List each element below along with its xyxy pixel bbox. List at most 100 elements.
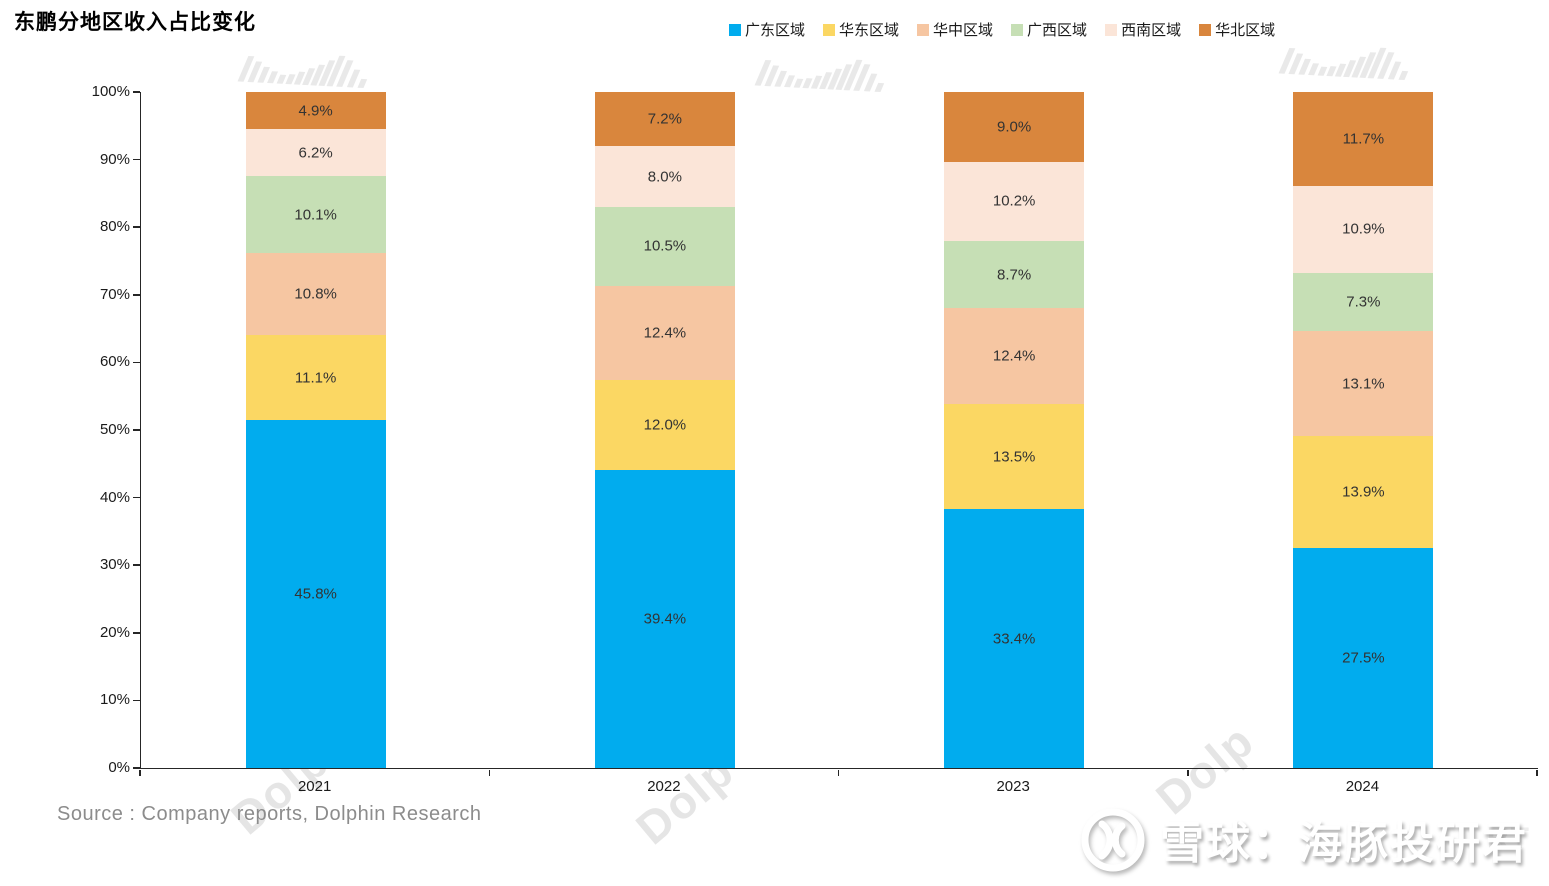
bar-segment xyxy=(594,92,735,147)
segment-value-label: 13.5% xyxy=(992,448,1036,466)
segment-value-label: 12.4% xyxy=(992,347,1036,365)
segment-value-label: 12.4% xyxy=(643,324,687,342)
y-axis-tick xyxy=(133,361,140,364)
segment-value-label: 8.0% xyxy=(647,168,682,186)
legend-swatch-icon xyxy=(729,23,741,36)
segment-value-label: 10.9% xyxy=(1342,220,1385,238)
x-axis-tick xyxy=(139,769,141,776)
legend-label: 西南区域 xyxy=(1121,22,1182,39)
segment-value-label: 9.0% xyxy=(997,118,1032,136)
bar-segment xyxy=(1293,92,1434,186)
bar-segment xyxy=(1293,547,1434,768)
y-axis-tick xyxy=(133,294,140,296)
source-note: Source : Company reports, Dolphin Resear… xyxy=(57,803,482,825)
y-tick-label: 70% xyxy=(99,285,130,303)
bar-segment xyxy=(1293,331,1434,437)
segment-value-label: 7.2% xyxy=(647,110,682,128)
bar-segment xyxy=(245,176,386,254)
segment-value-label: 33.4% xyxy=(992,630,1036,648)
legend-label: 华北区域 xyxy=(1215,22,1276,39)
segment-value-label: 11.7% xyxy=(1342,130,1385,148)
segment-value-label: 7.3% xyxy=(1346,293,1381,311)
legend-label: 广东区域 xyxy=(745,22,806,39)
legend-swatch-icon xyxy=(823,23,836,36)
bar-segment xyxy=(1293,436,1434,548)
x-tick-label: 2021 xyxy=(297,778,332,795)
x-axis-tick xyxy=(488,769,490,776)
legend-label: 华中区域 xyxy=(933,22,994,39)
y-axis-tick xyxy=(133,767,140,769)
dolphin-hatch-watermark xyxy=(237,51,369,89)
corner-watermark: RT xyxy=(1487,822,1531,855)
x-tick-label: 2022 xyxy=(647,778,681,795)
bar-segment xyxy=(245,335,386,420)
bar-segment xyxy=(594,470,735,768)
y-axis-tick xyxy=(133,496,140,499)
legend: 广东区域 华东区域 华中区域 广西区域 西南区域 华北区域 xyxy=(729,19,1275,40)
segment-value-label: 27.5% xyxy=(1342,649,1385,667)
legend-item: 华东区域 xyxy=(823,19,899,40)
legend-swatch-icon xyxy=(1199,23,1212,36)
hatch-stroke xyxy=(357,78,368,89)
brand-name: 雪球：海豚投研君 xyxy=(1160,819,1528,868)
bar-segment xyxy=(944,240,1085,309)
legend-swatch-icon xyxy=(1105,23,1118,36)
legend-label: 广西区域 xyxy=(1027,22,1088,39)
bar-segment xyxy=(594,379,735,471)
bar-segment xyxy=(245,129,386,177)
y-axis-tick xyxy=(133,91,140,93)
bar-segment xyxy=(944,308,1085,405)
bar-segment xyxy=(594,146,735,207)
legend-label: 华东区域 xyxy=(839,22,900,39)
x-tick-label: 2023 xyxy=(996,778,1030,795)
segment-value-label: 39.4% xyxy=(643,610,687,628)
legend-item: 广西区域 xyxy=(1011,19,1087,40)
legend-item: 华北区域 xyxy=(1199,19,1275,40)
segment-value-label: 13.1% xyxy=(1342,375,1385,393)
dolphin-hatch-watermark xyxy=(1278,43,1410,81)
bar-segment xyxy=(944,161,1085,241)
y-tick-label: 20% xyxy=(99,623,130,641)
bar-segment xyxy=(944,92,1085,162)
y-tick-label: 10% xyxy=(99,691,130,709)
segment-value-label: 6.2% xyxy=(298,144,333,162)
hatch-stroke xyxy=(874,82,885,93)
y-tick-label: 90% xyxy=(99,150,130,168)
segment-value-label: 11.1% xyxy=(294,369,337,387)
page-title: 东鹏分地区收入占比变化 xyxy=(14,10,256,34)
bar-segment xyxy=(1293,273,1434,332)
bar-segment xyxy=(1293,185,1434,273)
segment-value-label: 10.2% xyxy=(992,192,1036,210)
segment-value-label: 8.7% xyxy=(997,266,1032,284)
bar-segment xyxy=(944,404,1085,510)
legend-swatch-icon xyxy=(1011,23,1024,36)
segment-value-label: 10.5% xyxy=(643,237,687,255)
legend-swatch-icon xyxy=(917,23,930,36)
y-axis-tick xyxy=(133,429,140,431)
x-axis-tick xyxy=(1536,769,1538,776)
y-tick-label: 30% xyxy=(99,556,130,574)
segment-value-label: 13.9% xyxy=(1342,483,1385,501)
legend-item: 西南区域 xyxy=(1105,19,1181,40)
y-axis-tick xyxy=(133,226,140,228)
x-tick-label: 2024 xyxy=(1345,778,1380,795)
segment-value-label: 10.8% xyxy=(294,285,337,303)
legend-item: 华中区域 xyxy=(917,19,993,40)
hatch-stroke xyxy=(1398,70,1409,81)
segment-value-label: 45.8% xyxy=(294,585,337,603)
bar-segment xyxy=(944,509,1085,768)
y-axis-tick xyxy=(133,699,140,702)
y-tick-label: 0% xyxy=(108,759,130,776)
segment-value-label: 4.9% xyxy=(298,102,333,120)
y-axis-tick xyxy=(133,632,140,634)
y-tick-label: 100% xyxy=(91,83,130,100)
xueqiu-logo-icon xyxy=(1081,808,1145,872)
bar-segment xyxy=(245,419,386,768)
y-axis-tick xyxy=(133,158,140,161)
y-axis-tick xyxy=(133,564,140,566)
bar-segment xyxy=(245,92,386,130)
x-axis-tick xyxy=(837,769,840,776)
x-axis-tick xyxy=(1187,769,1189,776)
y-tick-label: 60% xyxy=(99,353,130,371)
y-tick-label: 40% xyxy=(99,488,130,506)
